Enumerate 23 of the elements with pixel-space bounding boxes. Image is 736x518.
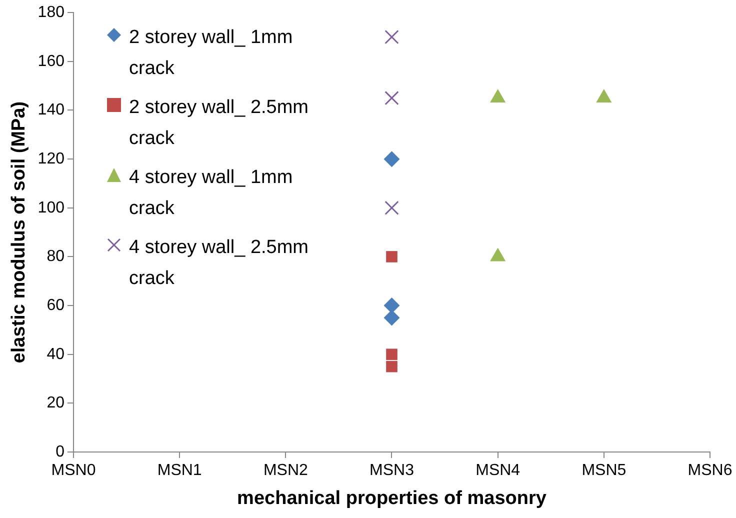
y-tick-label: 180 bbox=[38, 4, 65, 22]
y-tick-label: 100 bbox=[38, 199, 65, 216]
y-tick-label: 60 bbox=[46, 296, 65, 314]
x-tick-label: MSN3 bbox=[370, 462, 414, 480]
x-tick-label: MSN4 bbox=[476, 462, 520, 480]
legend-label: 4 storey wall_ 1mm crack bbox=[129, 166, 294, 221]
y-tick-label: 120 bbox=[38, 150, 65, 168]
x-tick-label: MSN5 bbox=[582, 462, 626, 480]
x-tick-label: MSN1 bbox=[157, 462, 202, 480]
y-tick-label: 0 bbox=[56, 443, 65, 460]
legend-label: 4 storey wall_ 2.5mm crack bbox=[129, 236, 310, 291]
y-tick-label: 80 bbox=[46, 248, 65, 266]
x-tick-label: MSN6 bbox=[688, 462, 732, 480]
x-tick-label: MSN0 bbox=[51, 462, 96, 480]
y-tick-label: 40 bbox=[46, 346, 65, 363]
x-tick-label: MSN2 bbox=[263, 462, 308, 480]
legend-label: 2 storey wall_ 2.5mm crack bbox=[129, 96, 310, 151]
y-tick-label: 140 bbox=[38, 102, 65, 119]
y-tick-label: 20 bbox=[46, 394, 65, 412]
legend-label: 2 storey wall_ 1mm crack bbox=[129, 26, 294, 81]
y-tick-label: 160 bbox=[38, 52, 65, 70]
y-axis-title: elastic modulus of soil (MPa) bbox=[8, 101, 30, 364]
x-axis-title: mechanical properties of masonry bbox=[237, 488, 547, 509]
